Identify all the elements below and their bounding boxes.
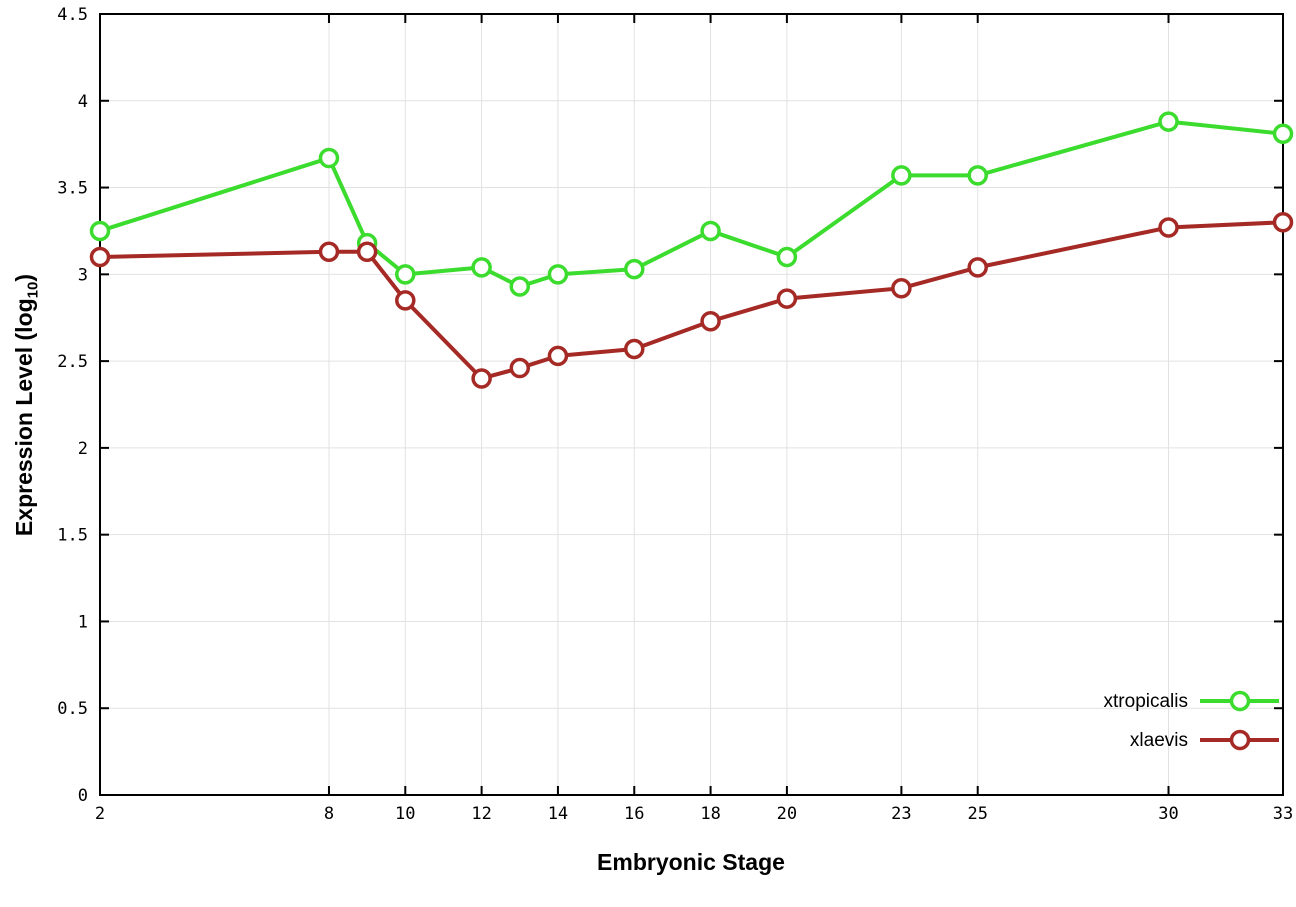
data-point-marker [509,357,531,379]
y-tick-label: 3 [78,265,88,285]
y-tick-label: 4.5 [57,5,88,25]
data-point-marker [967,165,988,186]
x-tick-label: 12 [471,804,491,824]
data-point-marker [318,241,340,263]
y-tick-label: 1 [78,612,88,632]
data-point-marker [509,276,531,297]
x-tick-label: 25 [967,804,987,824]
x-tick-label: 10 [395,804,415,824]
data-point-marker [547,264,569,285]
data-point-marker [776,288,798,309]
x-tick-label: 2 [95,804,105,824]
data-point-marker [395,290,416,311]
data-point-marker [547,345,569,367]
y-tick-label: 2.5 [57,352,88,372]
x-tick-label: 23 [891,804,911,824]
y-tick-label: 0.5 [57,699,88,719]
data-point-marker [1158,217,1179,238]
legend-marker-sample [1229,690,1251,712]
y-tick-label: 0 [78,786,88,806]
data-point-marker [891,277,912,299]
data-point-marker [776,246,798,268]
legend-label-xlaevis: xlaevis [1130,730,1188,751]
x-tick-label: 8 [324,804,334,824]
data-point-marker [891,165,912,186]
data-point-marker [700,310,721,332]
y-tick-label: 4 [78,92,88,112]
axis-ticks [99,13,1284,796]
legend: xtropicalis xlaevis [1104,690,1279,751]
data-point-marker [395,264,416,285]
data-point-marker [471,368,492,389]
data-point-marker [318,147,340,169]
data-point-marker [89,246,111,268]
legend-marker-sample [1229,729,1251,751]
series-line [99,220,1284,381]
data-point-marker [624,338,645,360]
y-tick-label: 2 [78,439,88,459]
grid-lines [100,14,1283,795]
data-point-marker [89,220,111,242]
data-point-marker [1272,212,1294,233]
data-point-marker [967,257,988,278]
data-point-marker [624,258,645,280]
x-tick-label: 18 [700,804,720,824]
x-tick-label: 33 [1273,804,1293,824]
y-tick-label: 1.5 [57,526,88,546]
y-tick-label: 3.5 [57,179,88,199]
data-point-marker [356,241,378,263]
data-point-marker [1158,111,1179,132]
plot-border [99,13,1284,796]
data-point-marker [471,257,492,278]
series-line [99,119,1284,289]
x-tick-label: 16 [624,804,644,824]
legend-label-xtropicalis: xtropicalis [1104,691,1188,712]
series-xtropicalis [89,111,1294,297]
x-tick-label: 30 [1158,804,1178,824]
series-xlaevis [89,212,1294,389]
data-point-marker [700,220,721,242]
axis-tick-labels: 2 8 10 12 14 16 18 20 23 25 30 33 0 0.5 1 1.5 2 2.5 3 3.5 4 4… [57,5,1293,824]
x-tick-label: 14 [548,804,568,824]
x-tick-label: 20 [777,804,797,824]
data-point-marker [1272,123,1294,145]
